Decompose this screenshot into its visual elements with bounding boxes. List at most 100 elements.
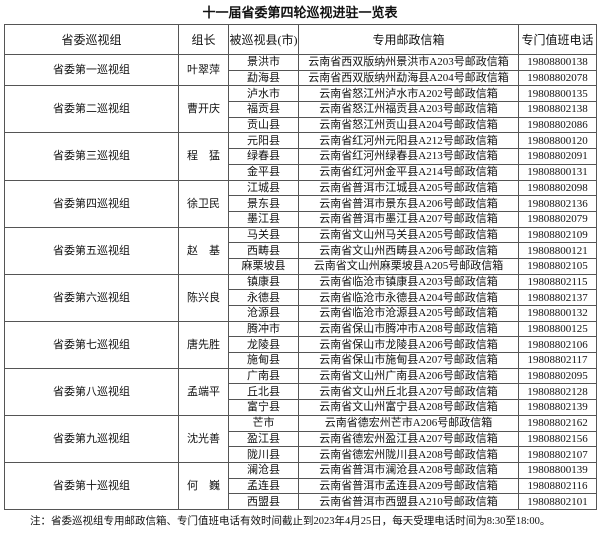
phone-cell: 19808800138 — [518, 54, 597, 71]
title: 十一届省委第四轮巡视进驻一览表 — [202, 5, 398, 20]
mailbox-cell: 云南省普洱市澜沧县A208号邮政信箱 — [298, 461, 519, 479]
county-cell: 绿春县 — [228, 148, 299, 165]
phone-cell: 19808802137 — [518, 289, 597, 306]
table-row: 省委第三巡视组程 猛元阳县 云南省红河州元阳县A212号邮政信箱 198088001… — [4, 132, 597, 181]
table-row: 省委第七巡视组 唐先胜 腾冲市 云南省保山市腾冲市A208号邮政信箱 198088001… — [4, 320, 597, 369]
phone-cell: 19808802109 — [518, 226, 597, 244]
table-row: 西盟县 云南省普洱市西盟县A210号邮政信箱 19808802101 — [5, 493, 597, 510]
county-cell: 金平县 — [228, 163, 299, 181]
county-cell: 丘北县 — [228, 383, 299, 401]
county-cell: 马关县 — [228, 226, 299, 244]
table-row: 富宁县 云南省文山州富宁县A208号邮政信箱 19808802139 — [5, 399, 597, 416]
table-row: 龙陵县 云南省保山市龙陵县A206号邮政信箱 19808802106 — [5, 336, 597, 354]
county-cell: 镇康县 — [228, 273, 299, 291]
phone-cell: 19808802128 — [518, 383, 597, 401]
county-cell: 沧源县 — [228, 305, 299, 322]
county-cell: 元阳县 — [228, 132, 299, 150]
mailbox-cell: 云南省普洱市景东县A206号邮政信箱 — [298, 195, 519, 212]
phone-cell: 19808802106 — [518, 336, 597, 354]
county-cell: 勐海县 — [228, 69, 299, 87]
phone-cell: 19808802117 — [518, 352, 597, 369]
document: 十一届省委第四轮巡视进驻一览表 省委巡视组 组长 被巡视县(市) 专用邮政信箱 专门值班… — [4, 0, 597, 528]
mailbox-cell: 云南省怒江州福贡县A203号邮政信箱 — [298, 101, 519, 118]
leader-cell: 叶翠萍 — [178, 53, 229, 87]
county-cell: 麻栗坡县 — [228, 257, 299, 275]
group-cell: 省委第六巡视组 — [4, 273, 179, 322]
group-cell: 省委第三巡视组 — [4, 132, 179, 181]
mailbox-cell: 云南省德宏州盈江县A207号邮政信箱 — [298, 430, 519, 448]
phone-cell: 19808802078 — [518, 69, 597, 87]
mailbox-cell: 云南省临沧市镇康县A203号邮政信箱 — [298, 273, 519, 291]
header-cell: 省委巡视组 — [4, 24, 179, 55]
phone-cell: 19808800132 — [518, 305, 597, 322]
phone-cell: 19808802095 — [518, 367, 597, 385]
county-cell: 施甸县 — [228, 352, 299, 369]
mailbox-cell: 云南省临沧市沧源县A205号邮政信箱 — [298, 305, 519, 322]
leader-cell: 沈光善 — [178, 414, 229, 463]
phone-cell: 19808802115 — [518, 273, 597, 291]
county-cell: 永德县 — [228, 289, 299, 306]
phone-cell: 19808800131 — [518, 163, 597, 181]
group-cell: 省委第十巡视组 — [4, 461, 179, 510]
group-cell: 省委第九巡视组 — [4, 414, 179, 463]
mailbox-cell: 云南省红河州元阳县A212号邮政信箱 — [298, 132, 519, 150]
phone-cell: 19808802105 — [518, 257, 597, 275]
mailbox-cell: 云南省普洱市孟连县A209号邮政信箱 — [298, 477, 519, 495]
leader-cell: 程 猛 — [178, 132, 229, 181]
county-cell: 贡山县 — [228, 116, 299, 134]
table-row: 金平县 云南省红河州金平县A214号邮政信箱 19808800131 — [5, 163, 597, 181]
county-cell: 景东县 — [228, 195, 299, 212]
county-cell: 孟连县 — [228, 477, 299, 495]
phone-cell: 19808802162 — [518, 414, 597, 432]
phone-cell: 19808802079 — [518, 210, 597, 228]
county-cell: 福贡县 — [228, 101, 299, 118]
mailbox-cell: 云南省临沧市永德县A204号邮政信箱 — [298, 289, 519, 306]
table-body: 省委第一巡视组 叶翠萍 景洪市 云南省西双版纳州景洪市A203号邮政信箱 1980880… — [4, 53, 597, 510]
mailbox-cell: 云南省文山州西畴县A206号邮政信箱 — [298, 242, 519, 259]
table-row: 省委第二巡视组 曹开庆 泸水市 云南省怒江州泸水市A202号邮政信箱 198088001… — [4, 85, 597, 134]
table-row: 省委第六巡视组 陈兴良 镇康县 云南省临沧市镇康县A203号邮政信箱 198088021… — [4, 273, 597, 322]
mailbox-cell: 云南省文山州马关县A205号邮政信箱 — [298, 226, 519, 244]
table-row: 省委第四巡视组 徐卫民 江城县 云南省普洱市江城县A205号邮政信箱 198088020… — [4, 179, 597, 228]
leader-cell: 陈兴良 — [178, 273, 229, 322]
table: 省委巡视组 组长 被巡视县(市) 专用邮政信箱 专门值班电话 省委第一巡视组 叶翠萍 景洪市… — [4, 24, 597, 510]
phone-cell: 19808802116 — [518, 477, 597, 495]
county-cell: 龙陵县 — [228, 336, 299, 354]
mailbox-cell: 云南省普洱市墨江县A207号邮政信箱 — [298, 210, 519, 228]
county-cell: 盈江县 — [228, 430, 299, 448]
phone-cell: 19808802091 — [518, 148, 597, 165]
table-row: 孟连县 云南省普洱市孟连县A209号邮政信箱 19808802116 — [5, 477, 597, 495]
table-row: 施甸县 云南省保山市施甸县A207号邮政信箱 19808802117 — [5, 352, 597, 369]
header-cell: 专门值班电话 — [518, 24, 597, 55]
phone-cell: 19808802138 — [518, 101, 597, 118]
county-cell: 澜沧县 — [228, 461, 299, 479]
county-cell: 江城县 — [228, 179, 299, 197]
mailbox-cell: 云南省保山市施甸县A207号邮政信箱 — [298, 352, 519, 369]
mailbox-cell: 云南省文山州麻栗坡县A205号邮政信箱 — [298, 257, 519, 275]
table-row: 省委第八巡视组 孟端平 广南县 云南省文山州广南县A206号邮政信箱 198088020… — [4, 367, 597, 416]
mailbox-cell: 云南省西双版纳州景洪市A203号邮政信箱 — [298, 54, 519, 71]
county-cell: 墨江县 — [228, 210, 299, 228]
leader-cell: 曹开庆 — [178, 85, 229, 134]
table-row: 墨江县 云南省普洱市墨江县A207号邮政信箱 19808802079 — [5, 210, 597, 228]
header-row: 省委巡视组 组长 被巡视县(市) 专用邮政信箱 专门值班电话 — [4, 24, 597, 55]
phone-cell: 19808800120 — [518, 132, 597, 150]
county-cell: 泸水市 — [228, 85, 299, 103]
leader-cell: 何 巍 — [178, 461, 229, 510]
phone-cell: 19808802107 — [518, 446, 597, 463]
mailbox-cell: 云南省普洱市江城县A205号邮政信箱 — [298, 179, 519, 197]
county-cell: 西盟县 — [228, 493, 299, 510]
group-cell: 省委第一巡视组 — [4, 53, 179, 87]
group-cell: 省委第四巡视组 — [4, 179, 179, 228]
mailbox-cell: 云南省保山市腾冲市A208号邮政信箱 — [298, 320, 519, 338]
mailbox-cell: 云南省西双版纳州勐海县A204号邮政信箱 — [298, 69, 519, 87]
header-cell: 被巡视县(市) — [228, 24, 299, 55]
table-row: 省委第九巡视组 沈光善 芒市 云南省德宏州芒市A206号邮政信箱 19808802162 — [4, 414, 597, 463]
phone-cell: 19808800121 — [518, 242, 597, 259]
table-row: 福贡县 云南省怒江州福贡县A203号邮政信箱 19808802138 — [5, 101, 597, 118]
table-row: 省委第一巡视组 叶翠萍 景洪市 云南省西双版纳州景洪市A203号邮政信箱 1980880… — [4, 53, 597, 87]
phone-cell: 19808802098 — [518, 179, 597, 197]
phone-cell: 19808802086 — [518, 116, 597, 134]
phone-cell: 19808800135 — [518, 85, 597, 103]
